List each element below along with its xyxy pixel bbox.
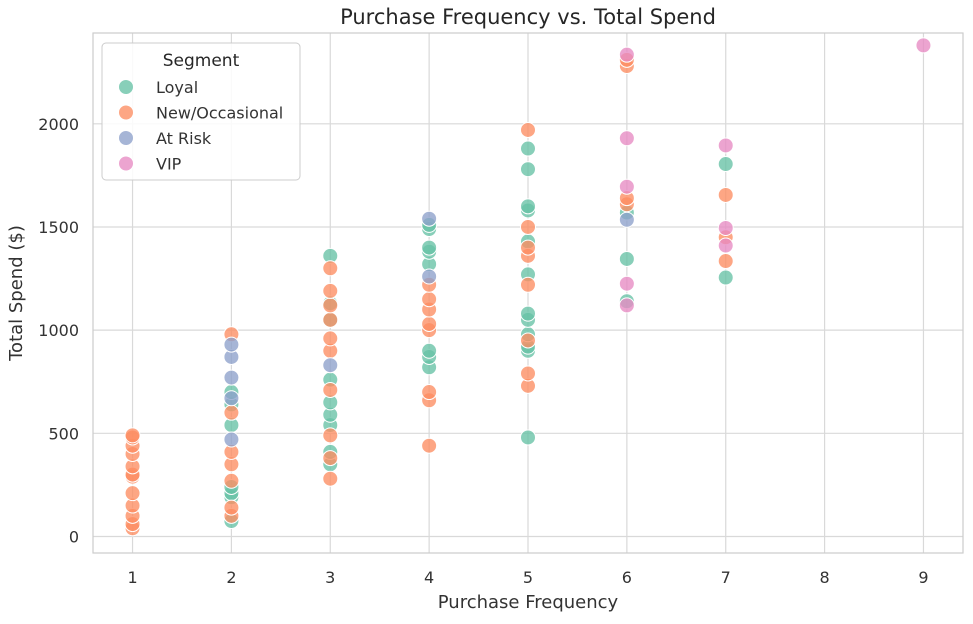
data-point — [124, 485, 141, 502]
scatter-points — [124, 37, 932, 537]
x-tick-label: 7 — [721, 568, 731, 587]
data-point — [520, 276, 536, 293]
y-axis-title: Total Spend ($) — [6, 225, 27, 362]
y-tick-label: 1000 — [38, 321, 79, 340]
data-point — [322, 357, 339, 374]
data-point — [717, 253, 734, 270]
data-point — [421, 210, 438, 227]
data-point — [618, 211, 635, 228]
data-point — [322, 427, 339, 444]
legend-box — [101, 42, 301, 181]
data-point — [223, 472, 240, 489]
data-point — [520, 161, 536, 178]
data-point — [520, 121, 536, 138]
data-point — [717, 237, 734, 254]
legend-label: At Risk — [156, 129, 212, 148]
data-point — [717, 186, 734, 203]
data-point — [223, 499, 240, 516]
x-tick-label: 9 — [918, 568, 928, 587]
x-tick-label: 5 — [523, 568, 533, 587]
data-point — [717, 137, 734, 154]
series-at-risk — [223, 210, 635, 448]
legend-label: VIP — [156, 155, 182, 174]
data-point — [520, 198, 536, 215]
data-point — [520, 332, 536, 349]
data-point — [618, 46, 635, 63]
data-point — [223, 404, 240, 421]
x-tick-label: 1 — [127, 568, 137, 587]
data-point — [520, 365, 536, 382]
data-point — [421, 291, 438, 308]
series-vip — [618, 37, 932, 314]
data-point — [322, 470, 339, 487]
data-point — [618, 178, 635, 195]
data-point — [223, 390, 240, 407]
x-tick-label: 4 — [424, 568, 434, 587]
legend-marker — [118, 79, 134, 95]
legend-label: Loyal — [156, 78, 198, 97]
data-point — [421, 384, 438, 401]
y-tick-label: 2000 — [38, 115, 79, 134]
plot-frame — [92, 32, 964, 554]
data-point — [421, 315, 438, 332]
data-point — [717, 220, 734, 236]
y-tick-label: 500 — [48, 424, 79, 443]
legend-label: New/Occasional — [156, 104, 283, 123]
data-point — [421, 342, 438, 359]
legend-marker — [118, 155, 134, 172]
data-point — [717, 269, 734, 286]
x-tick-label: 2 — [226, 568, 236, 587]
legend: Segment Loyal New/Occasional At Risk VIP — [101, 42, 301, 181]
x-tick-label: 3 — [325, 568, 335, 587]
data-point — [322, 381, 339, 398]
legend-marker — [118, 104, 134, 121]
x-axis-title: Purchase Frequency — [438, 592, 619, 613]
legend-items: Loyal New/Occasional At Risk VIP — [118, 78, 283, 174]
data-point — [717, 156, 734, 173]
y-axis-ticks: 0 500 1000 1500 2000 — [38, 115, 79, 547]
x-tick-label: 8 — [819, 568, 829, 587]
data-point — [322, 450, 339, 467]
series-new-occasional — [124, 51, 734, 537]
data-point — [223, 336, 240, 353]
data-point — [322, 330, 339, 347]
chart-title: Purchase Frequency vs. Total Spend — [340, 5, 716, 29]
data-point — [322, 297, 339, 314]
data-point — [322, 282, 339, 299]
data-point — [223, 369, 240, 386]
data-point — [421, 437, 438, 454]
data-point — [421, 239, 438, 256]
data-point — [520, 239, 536, 256]
data-point — [520, 140, 536, 157]
data-point — [520, 218, 536, 235]
x-tick-label: 6 — [622, 568, 632, 587]
data-point — [223, 431, 240, 448]
data-point — [618, 297, 635, 314]
data-point — [915, 37, 932, 54]
y-tick-label: 0 — [69, 527, 79, 546]
data-point — [421, 268, 438, 285]
data-point — [520, 305, 536, 322]
data-point — [520, 429, 536, 446]
data-point — [322, 311, 339, 328]
y-tick-label: 1500 — [38, 218, 79, 237]
data-point — [618, 130, 635, 147]
legend-title: Segment — [163, 51, 240, 71]
x-axis-ticks: 1 2 3 4 5 6 7 8 9 — [127, 568, 928, 587]
legend-marker — [118, 130, 134, 146]
data-point — [322, 260, 339, 277]
data-point — [124, 427, 141, 444]
data-point — [618, 275, 635, 292]
data-point — [618, 250, 635, 267]
